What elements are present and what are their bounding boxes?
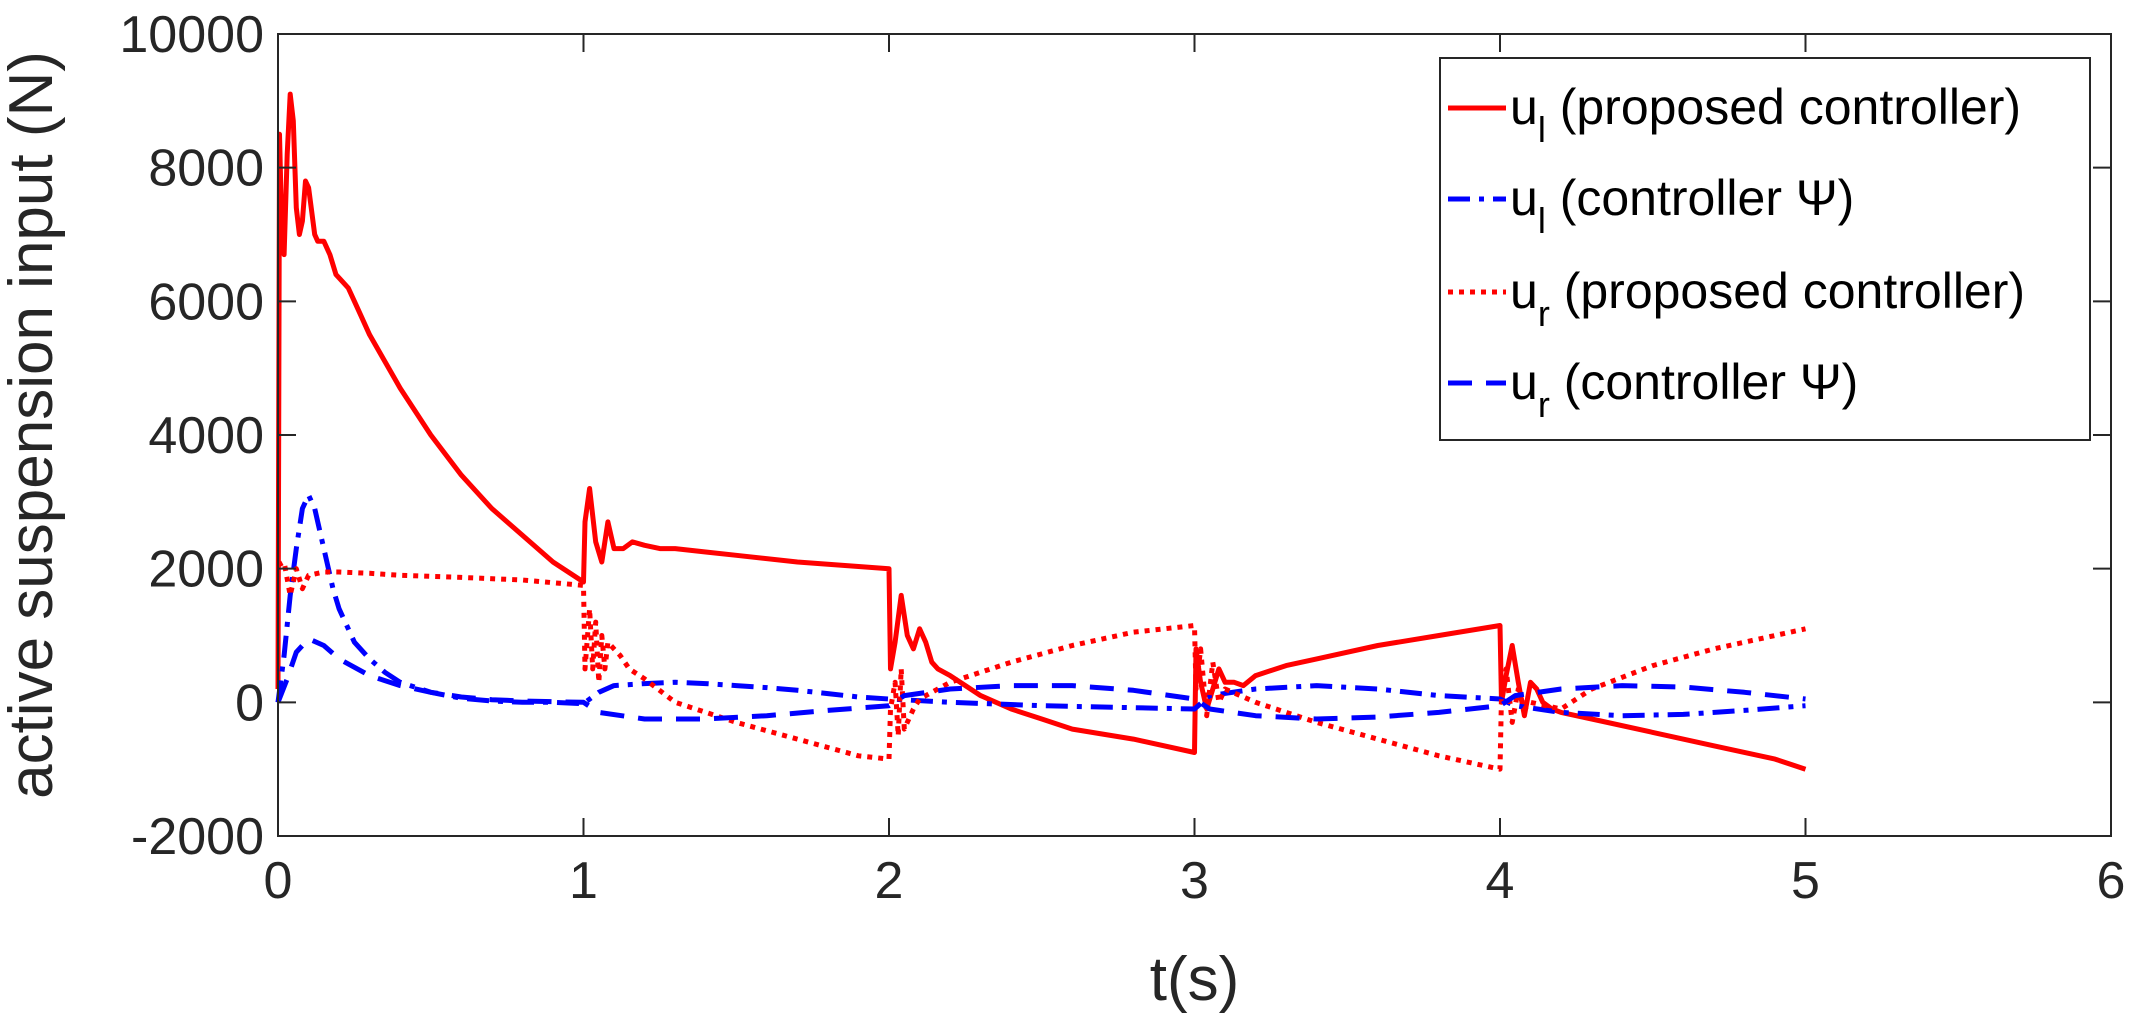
legend-box — [1439, 57, 2091, 441]
legend: ul (proposed controller)ul (controller Ψ… — [1439, 57, 2091, 441]
x-tick-label: 2 — [875, 852, 904, 910]
y-tick-label: 4000 — [148, 407, 264, 465]
legend-main: u — [1510, 354, 1538, 410]
legend-main: u — [1510, 263, 1538, 319]
legend-entry-4: ur (controller Ψ) — [1510, 354, 1858, 425]
legend-subscript: r — [1538, 384, 1550, 425]
legend-subscript: r — [1538, 293, 1550, 334]
legend-rest: (proposed controller) — [1550, 263, 2025, 319]
y-tick-label: -2000 — [131, 808, 264, 866]
x-tick-label: 5 — [1791, 852, 1820, 910]
y-axis-label: active suspension input (N) — [0, 51, 66, 799]
y-tick-label: 8000 — [148, 140, 264, 198]
legend-rest: (controller Ψ) — [1546, 170, 1855, 226]
y-tick-label: 6000 — [148, 273, 264, 331]
x-axis-label: t(s) — [1150, 945, 1240, 1014]
legend-subscript: l — [1538, 109, 1546, 150]
y-tick-label: 2000 — [148, 541, 264, 599]
y-tick-label: 0 — [235, 674, 264, 732]
x-tick-label: 1 — [569, 852, 598, 910]
series-layer — [275, 91, 1807, 772]
x-tick-label: 3 — [1180, 852, 1209, 910]
legend-subscript: l — [1538, 200, 1546, 241]
series-line-2 — [275, 492, 1806, 719]
legend-entry-2: ul (controller Ψ) — [1510, 170, 1854, 241]
legend-entry-1: ul (proposed controller) — [1510, 79, 2021, 150]
x-tick-label: 4 — [1486, 852, 1515, 910]
legend-rest: (proposed controller) — [1546, 79, 2021, 135]
legend-entry-3: ur (proposed controller) — [1510, 263, 2025, 334]
y-tick-label: 10000 — [119, 6, 264, 64]
x-tick-label: 6 — [2097, 852, 2126, 910]
legend-rest: (controller Ψ) — [1550, 354, 1859, 410]
legend-main: u — [1510, 170, 1538, 226]
series-line-1 — [275, 91, 1807, 772]
x-tick-label: 0 — [264, 852, 293, 910]
series-line-3 — [276, 559, 1807, 772]
legend-main: u — [1510, 79, 1538, 135]
